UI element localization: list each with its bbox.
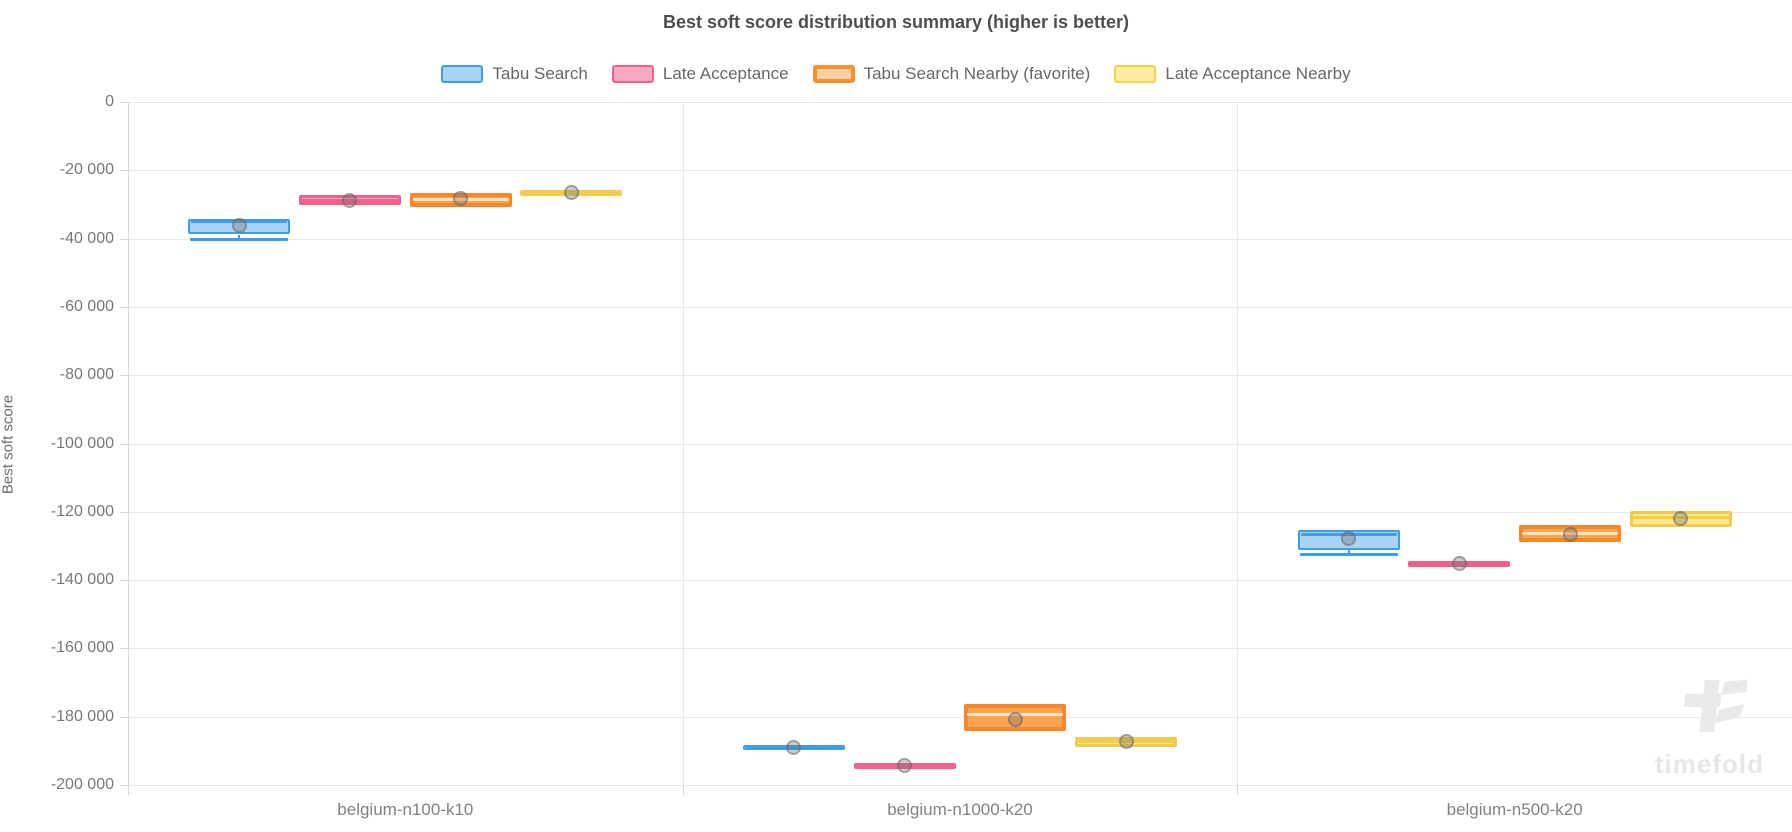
y-gridline	[128, 785, 1792, 786]
y-tick	[120, 580, 128, 582]
legend-swatch-icon	[1114, 65, 1157, 83]
mean-marker	[786, 740, 802, 756]
legend-swatch-icon	[441, 65, 484, 83]
panel-separator	[1237, 102, 1239, 785]
y-gridline	[128, 716, 1792, 718]
y-tick-label: -100 000	[50, 434, 114, 452]
legend-swatch-icon	[812, 65, 855, 83]
mean-marker	[897, 758, 913, 774]
y-gridline	[128, 102, 1792, 103]
y-gridline	[128, 580, 1792, 582]
legend-swatch-icon	[611, 65, 654, 83]
panel-separator	[682, 102, 684, 785]
whisker-low	[190, 237, 289, 241]
mean-marker	[1562, 526, 1578, 542]
legend: Tabu Search Late Acceptance Tabu Search Ne…	[0, 64, 1792, 84]
whisker-low	[1299, 553, 1398, 557]
y-tick	[120, 716, 128, 718]
x-category-label: belgium-n100-k10	[337, 800, 474, 819]
y-tick-label: -160 000	[50, 639, 114, 657]
legend-item-late-acceptance[interactable]: Late Acceptance	[611, 64, 789, 84]
y-tick	[120, 238, 128, 240]
watermark-text: timefold	[1654, 749, 1764, 779]
y-tick	[120, 306, 128, 308]
y-gridline	[128, 511, 1792, 513]
y-tick-label: 0	[105, 93, 114, 110]
y-tick-label: -40 000	[59, 229, 114, 247]
y-tick-label: -180 000	[50, 707, 114, 725]
chart-title: Best soft score distribution summary (hi…	[662, 12, 1130, 32]
timefold-logo-icon	[1684, 679, 1752, 732]
mean-marker	[231, 218, 247, 234]
y-tick-label: -80 000	[59, 366, 114, 384]
legend-label: Late Acceptance	[662, 64, 789, 83]
y-tick	[120, 511, 128, 513]
y-gridline	[128, 170, 1792, 172]
x-tick	[1237, 785, 1239, 795]
y-tick-label: -200 000	[50, 776, 114, 793]
mean-marker	[453, 191, 469, 207]
y-gridline	[128, 648, 1792, 650]
y-tick-label: -120 000	[50, 502, 114, 520]
y-tick	[120, 785, 128, 786]
y-gridline	[128, 375, 1792, 377]
legend-label: Tabu Search	[492, 64, 588, 83]
mean-marker	[1451, 555, 1467, 571]
y-gridline	[128, 443, 1792, 445]
mean-marker	[342, 192, 358, 208]
y-tick-label: -20 000	[59, 161, 114, 179]
legend-item-late-acceptance-nearby[interactable]: Late Acceptance Nearby	[1114, 64, 1351, 84]
y-axis-line	[128, 102, 129, 795]
y-gridline	[128, 306, 1792, 308]
x-category-label: belgium-n1000-k20	[887, 800, 1033, 819]
y-gridline	[128, 238, 1792, 240]
y-tick	[120, 102, 128, 103]
y-tick	[120, 648, 128, 650]
mean-marker	[1007, 711, 1023, 727]
legend-item-tabu-search[interactable]: Tabu Search	[441, 64, 588, 84]
y-tick	[120, 375, 128, 377]
whisker-stem	[238, 234, 241, 239]
y-tick-label: -60 000	[59, 297, 114, 315]
legend-item-tabu-search-nearby-favorite[interactable]: Tabu Search Nearby (favorite)	[812, 64, 1091, 84]
y-tick	[120, 443, 128, 445]
whisker-stem	[1347, 550, 1350, 555]
legend-label: Late Acceptance Nearby	[1165, 64, 1351, 83]
mean-marker	[1341, 530, 1357, 546]
watermark: timefold	[1655, 678, 1764, 780]
mean-marker	[1118, 734, 1134, 750]
x-category-label: belgium-n500-k20	[1446, 800, 1583, 819]
y-tick	[120, 170, 128, 172]
mean-marker	[563, 184, 579, 200]
x-tick	[682, 785, 684, 795]
y-tick-label: -140 000	[50, 571, 114, 589]
legend-label: Tabu Search Nearby (favorite)	[863, 64, 1091, 83]
mean-marker	[1673, 510, 1689, 526]
